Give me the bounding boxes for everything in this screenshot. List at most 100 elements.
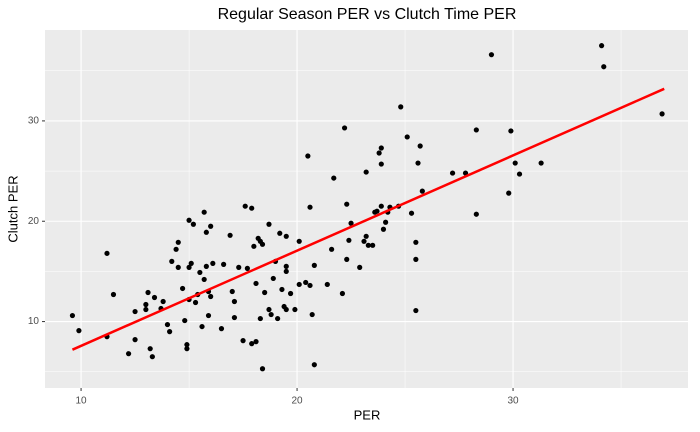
x-tick-label: 10: [76, 396, 88, 407]
point: [275, 315, 281, 322]
point: [417, 143, 423, 149]
point: [190, 221, 196, 227]
point: [305, 153, 311, 159]
point: [344, 201, 350, 207]
point: [182, 317, 188, 324]
point: [184, 342, 190, 348]
point: [296, 238, 302, 244]
point: [599, 43, 605, 49]
point: [110, 291, 117, 298]
point: [199, 323, 205, 330]
point: [262, 289, 268, 296]
point: [419, 188, 425, 194]
point: [357, 264, 363, 270]
point: [408, 210, 415, 216]
point: [175, 264, 181, 270]
x-tick-label: 20: [291, 396, 303, 407]
point: [231, 314, 238, 321]
point: [249, 205, 255, 211]
point: [151, 294, 158, 301]
point: [149, 354, 155, 360]
point: [378, 145, 384, 151]
point: [164, 321, 171, 328]
point: [279, 286, 285, 293]
point: [69, 312, 76, 319]
point: [283, 233, 289, 239]
point: [188, 260, 194, 266]
point: [259, 241, 266, 247]
point: [413, 239, 419, 245]
point: [192, 299, 199, 306]
point: [210, 260, 216, 266]
point: [404, 134, 410, 140]
point: [125, 351, 132, 357]
point: [378, 203, 384, 209]
point: [324, 281, 330, 288]
point: [160, 298, 166, 305]
point: [506, 190, 512, 196]
point: [296, 281, 302, 288]
point: [186, 217, 192, 223]
point: [221, 261, 227, 267]
point: [344, 256, 350, 262]
point: [398, 104, 404, 110]
plot-panel: [45, 30, 688, 388]
point: [266, 306, 272, 313]
point: [132, 308, 138, 315]
point: [374, 208, 380, 214]
point: [311, 362, 317, 368]
point: [303, 279, 309, 286]
y-tick-label: 30: [28, 116, 40, 127]
point: [383, 219, 389, 225]
point: [270, 275, 276, 282]
point: [266, 221, 272, 227]
point: [173, 246, 179, 252]
point: [240, 338, 246, 344]
point: [339, 290, 346, 297]
point: [512, 160, 518, 166]
point: [104, 250, 110, 256]
x-axis-label: PER: [354, 407, 381, 422]
point: [307, 204, 313, 210]
point: [208, 223, 214, 229]
point: [370, 242, 376, 248]
point: [365, 242, 371, 248]
point: [449, 170, 456, 176]
point: [251, 243, 257, 249]
x-tick-label: 30: [507, 396, 519, 407]
point: [249, 341, 255, 347]
chart-title: Regular Season PER vs Clutch Time PER: [218, 6, 517, 23]
point: [259, 366, 266, 372]
point: [329, 246, 335, 252]
point: [277, 230, 283, 236]
point: [311, 262, 317, 268]
point: [143, 306, 149, 313]
point: [413, 307, 419, 314]
point: [292, 306, 298, 313]
point: [201, 209, 207, 215]
point: [143, 301, 149, 308]
point: [184, 346, 190, 352]
point: [516, 171, 523, 177]
point: [175, 239, 181, 245]
point: [283, 268, 289, 275]
point: [413, 256, 419, 262]
point: [361, 238, 367, 244]
point: [132, 337, 138, 343]
point: [236, 264, 242, 270]
point: [169, 258, 175, 264]
point: [227, 232, 233, 238]
point: [283, 263, 289, 269]
point: [231, 298, 238, 305]
point: [659, 111, 665, 117]
point: [179, 285, 186, 292]
point: [145, 289, 151, 296]
point: [376, 150, 382, 156]
point: [257, 315, 263, 322]
point: [378, 161, 384, 167]
point: [167, 329, 173, 335]
y-tick-label: 20: [28, 216, 40, 227]
y-axis-label: Clutch PER: [5, 175, 20, 242]
trend-line: [71, 87, 665, 351]
point: [363, 169, 369, 175]
